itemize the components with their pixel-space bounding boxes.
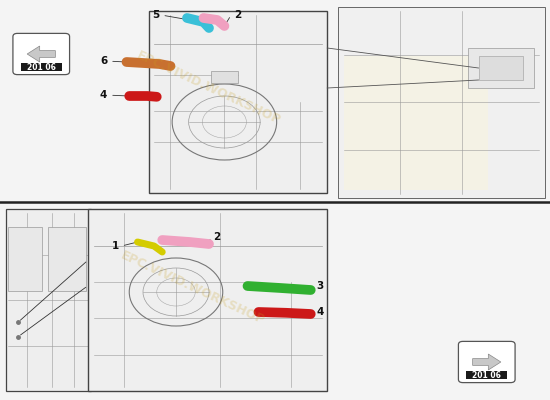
Text: 6: 6 (100, 56, 107, 66)
Polygon shape (472, 354, 501, 370)
FancyBboxPatch shape (459, 342, 515, 382)
Bar (0, 0, 550, 202)
Text: 2: 2 (213, 232, 221, 242)
Bar (88, 209, 327, 391)
Bar (6, 209, 91, 391)
Bar (468, 48, 534, 88)
Bar (0, 202, 550, 400)
Bar (478, 56, 522, 80)
Text: 4: 4 (100, 90, 107, 100)
Bar (8, 227, 42, 291)
Text: 201 06: 201 06 (27, 62, 56, 72)
FancyBboxPatch shape (13, 34, 69, 74)
Text: 201 06: 201 06 (472, 370, 501, 380)
Bar (48, 227, 86, 291)
Text: 5: 5 (152, 10, 160, 20)
Text: 1: 1 (112, 241, 119, 251)
Bar (148, 11, 327, 193)
Text: 3: 3 (317, 281, 324, 291)
Bar (338, 7, 544, 198)
Text: EPC.VIVID.WORKSHOP: EPC.VIVID.WORKSHOP (118, 249, 267, 327)
Polygon shape (27, 46, 56, 62)
Bar (21, 63, 62, 71)
Bar (466, 371, 507, 379)
Text: 2: 2 (234, 10, 241, 20)
Bar (344, 56, 488, 190)
Bar (211, 71, 238, 83)
Text: EPC.VIVID.WORKSHOP: EPC.VIVID.WORKSHOP (135, 49, 283, 127)
Text: 4: 4 (317, 307, 324, 317)
